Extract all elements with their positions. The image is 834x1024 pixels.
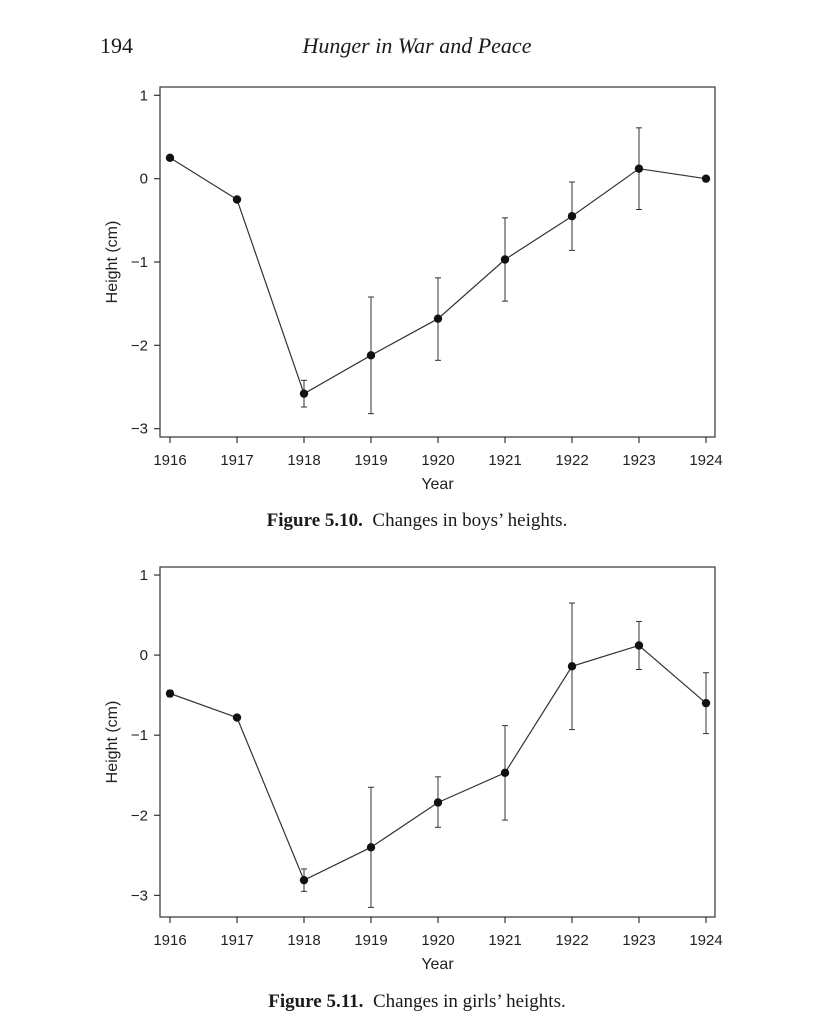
y-tick-label: 1: [140, 567, 148, 584]
x-tick-label: 1917: [220, 452, 253, 469]
figure-label: Figure 5.10.: [266, 510, 363, 531]
data-point: [500, 255, 510, 264]
x-tick-label: 1922: [555, 452, 588, 469]
x-tick-label: 1923: [622, 932, 655, 949]
data-point: [433, 314, 443, 323]
y-tick-label: 1: [140, 87, 148, 104]
data-point: [299, 389, 309, 398]
data-point: [567, 211, 577, 221]
x-tick-label: 1917: [220, 932, 253, 949]
data-point: [232, 195, 242, 204]
plot-frame: [159, 566, 716, 918]
data-point: [634, 641, 644, 650]
figure-label: Figure 5.11.: [268, 991, 364, 1012]
data-point: [232, 713, 242, 722]
y-tick-label: −3: [131, 421, 148, 438]
data-point: [701, 698, 711, 708]
figure-caption-boys: Figure 5.10. Changes in boys’ heights.: [0, 510, 834, 532]
y-tick-label: −1: [131, 727, 148, 744]
y-tick-label: 0: [140, 647, 148, 664]
y-tick-label: −1: [131, 254, 148, 271]
girls-heights-chart: 1 0 −1 −2 −3 1916 1917 1918 1919 1920 1921 1922 1923…: [104, 566, 723, 973]
x-tick-label: 1921: [488, 452, 521, 469]
data-point: [299, 875, 309, 885]
data-point: [165, 153, 175, 163]
y-axis-title: Height (cm): [104, 221, 121, 304]
page-number: 194: [100, 33, 133, 58]
y-tick-label: −3: [131, 887, 148, 904]
x-tick-label: 1921: [488, 932, 521, 949]
x-tick-label: 1919: [354, 452, 387, 469]
figure-title: Changes in boys’ heights.: [372, 510, 568, 531]
x-tick-label: 1920: [421, 932, 454, 949]
data-point: [366, 843, 376, 852]
x-tick-label: 1918: [287, 932, 320, 949]
x-tick-label: 1916: [153, 932, 186, 949]
x-axis-title: Year: [421, 476, 454, 493]
x-tick-label: 1924: [689, 932, 722, 949]
y-tick-label: −2: [131, 807, 148, 824]
figure-caption-girls: Figure 5.11. Changes in girls’ heights.: [0, 991, 834, 1013]
plot-frame: [159, 86, 716, 438]
boys-heights-chart: 1 0 −1 −2 −3 1916 1917 1918 1919 1920 1921 1922 1923…: [104, 86, 723, 493]
x-tick-label: 1916: [153, 452, 186, 469]
x-tick-label: 1920: [421, 452, 454, 469]
data-point: [500, 768, 510, 778]
series-line: [169, 644, 707, 882]
x-tick-label: 1922: [555, 932, 588, 949]
x-tick-label: 1919: [354, 932, 387, 949]
figure-title: Changes in girls’ heights.: [372, 991, 566, 1012]
data-point: [366, 351, 376, 360]
data-point: [634, 164, 644, 173]
y-tick-label: −2: [131, 337, 148, 354]
data-point: [701, 174, 711, 183]
x-tick-label: 1924: [689, 452, 722, 469]
x-tick-label: 1918: [287, 452, 320, 469]
x-tick-label: 1923: [622, 452, 655, 469]
data-point: [165, 689, 175, 698]
x-axis-title: Year: [421, 956, 454, 973]
y-tick-label: 0: [140, 171, 148, 188]
running-head: Hunger in War and Peace: [302, 33, 532, 58]
y-axis-title: Height (cm): [104, 701, 121, 784]
data-point: [567, 662, 577, 671]
data-point: [433, 798, 443, 807]
